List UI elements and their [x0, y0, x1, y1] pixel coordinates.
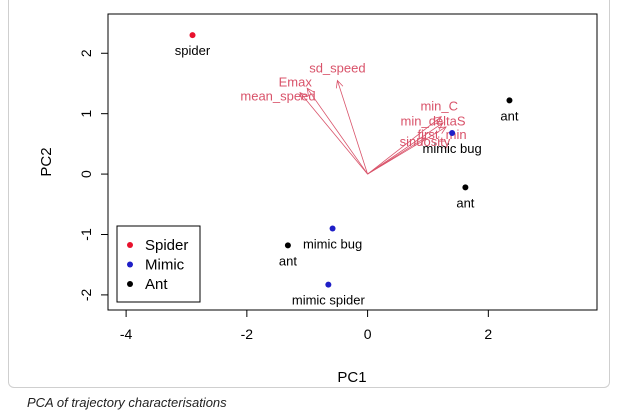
loading-label: first_min: [418, 127, 467, 142]
data-point: [325, 281, 332, 288]
loading-arrowhead: [335, 79, 344, 89]
data-point: [329, 225, 336, 232]
legend-label: Mimic: [145, 257, 185, 274]
point-label: ant: [279, 253, 297, 268]
figure-caption: PCA of trajectory characterisations: [27, 395, 227, 410]
loading-label: min_deltaS: [401, 114, 466, 129]
point-label: mimic bug: [422, 141, 481, 156]
axes: -4 -2 0 2 -2 -1 0 1 2: [78, 49, 492, 342]
data-point: [284, 242, 291, 249]
y-axis-label: PC2: [38, 147, 55, 176]
loading-arrowhead: [306, 87, 315, 97]
data-point: [462, 184, 469, 191]
data-point: [506, 97, 513, 104]
x-tick-label: -4: [120, 326, 133, 342]
loading-label: sd_speed: [309, 60, 365, 75]
legend-marker: [127, 281, 133, 287]
loading-arrow: [337, 80, 368, 175]
loading-arrowhead: [299, 91, 308, 101]
y-tick-label: 2: [78, 49, 94, 57]
legend-label: Ant: [145, 276, 168, 293]
y-tick-label: -1: [78, 228, 94, 241]
loading-arrow: [367, 137, 426, 175]
x-tick-label: 2: [484, 326, 492, 342]
loading-arrow: [367, 122, 444, 175]
y-tick-label: 0: [78, 170, 94, 178]
loading-arrow: [306, 88, 368, 175]
point-label: ant: [456, 195, 474, 210]
loading-arrowhead: [438, 126, 447, 134]
legend-marker: [127, 242, 133, 248]
x-tick-label: -2: [241, 326, 254, 342]
loading-arrow: [299, 92, 368, 175]
legend-marker: [127, 261, 133, 268]
y-tick-label: -2: [78, 288, 94, 301]
data-point: [449, 130, 456, 137]
loading-label: mean_speed: [240, 89, 315, 104]
x-tick-label: 0: [364, 326, 372, 342]
legend: Spider Mimic Ant: [116, 225, 201, 303]
loading-label: Emax: [279, 74, 313, 89]
loading-arrowhead: [433, 116, 442, 125]
point-label: spider: [175, 43, 211, 58]
point-label: mimic bug: [303, 236, 362, 251]
y-tick-label: 1: [78, 110, 94, 118]
legend-label: Spider: [145, 237, 188, 254]
loading-label: sinuosity: [400, 134, 451, 149]
loading-arrow: [367, 116, 442, 175]
loading-arrowhead: [416, 137, 426, 145]
point-label: ant: [500, 108, 518, 123]
data-point: [189, 32, 196, 39]
point-label: mimic spider: [292, 293, 366, 308]
loading-label: min_C: [420, 99, 458, 114]
x-axis-label: PC1: [337, 369, 366, 386]
points: spider ant mimic bug ant mimic bug ant mimic s…: [175, 32, 519, 308]
